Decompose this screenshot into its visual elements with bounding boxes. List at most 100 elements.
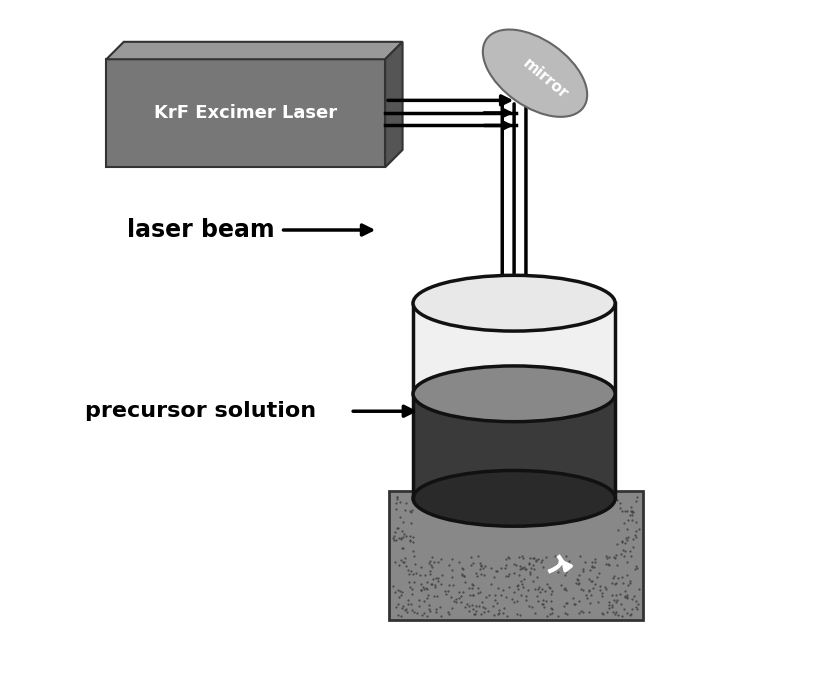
Point — [465, 559, 478, 570]
Point — [609, 549, 622, 560]
Point — [524, 562, 538, 574]
Point — [602, 560, 616, 571]
Point — [519, 594, 533, 605]
Point — [575, 564, 589, 575]
Point — [463, 583, 476, 594]
Point — [396, 525, 409, 536]
Point — [414, 561, 428, 572]
Point — [407, 576, 421, 587]
Point — [395, 532, 408, 543]
Point — [455, 569, 469, 580]
Point — [389, 503, 402, 514]
Polygon shape — [386, 42, 402, 167]
Point — [567, 599, 580, 610]
Point — [528, 583, 542, 595]
Point — [585, 560, 599, 572]
Point — [391, 584, 405, 595]
Point — [423, 556, 437, 567]
Point — [617, 551, 631, 562]
Point — [491, 597, 504, 608]
Text: laser beam: laser beam — [128, 218, 275, 242]
Point — [527, 560, 540, 571]
Point — [528, 608, 541, 619]
Point — [630, 562, 643, 574]
Point — [536, 584, 549, 595]
Point — [630, 491, 643, 503]
Point — [449, 597, 463, 608]
Point — [496, 608, 510, 619]
Point — [431, 573, 444, 584]
Point — [515, 576, 528, 587]
Point — [460, 598, 474, 609]
Point — [591, 596, 605, 607]
Point — [608, 552, 622, 563]
Point — [572, 595, 585, 606]
Point — [537, 562, 550, 573]
Point — [426, 574, 439, 585]
Point — [442, 580, 455, 591]
Ellipse shape — [413, 470, 615, 526]
Point — [536, 595, 549, 606]
Point — [601, 558, 615, 569]
Point — [559, 567, 572, 578]
Point — [507, 567, 521, 579]
Point — [465, 600, 479, 611]
Point — [434, 553, 448, 565]
Point — [489, 566, 502, 577]
Point — [621, 556, 634, 567]
Polygon shape — [389, 491, 643, 620]
Point — [406, 589, 419, 600]
Text: KrF Excimer Laser: KrF Excimer Laser — [155, 105, 338, 122]
Point — [445, 602, 459, 613]
Point — [558, 607, 571, 618]
Point — [543, 608, 556, 619]
Point — [507, 586, 521, 597]
Point — [388, 531, 402, 542]
Point — [389, 534, 402, 545]
Point — [600, 551, 613, 562]
Point — [541, 579, 554, 590]
Point — [582, 574, 596, 585]
Point — [474, 608, 487, 619]
Point — [629, 560, 643, 572]
Point — [492, 608, 506, 619]
Point — [585, 561, 599, 572]
Point — [532, 553, 545, 565]
Point — [529, 555, 543, 566]
Point — [501, 551, 515, 562]
Point — [455, 570, 469, 581]
Point — [601, 553, 614, 564]
Point — [607, 595, 621, 606]
Point — [463, 601, 476, 612]
Point — [475, 568, 488, 579]
Point — [559, 585, 573, 596]
Point — [618, 546, 632, 557]
Point — [428, 581, 442, 592]
Point — [525, 602, 538, 613]
Point — [487, 609, 501, 620]
Point — [442, 608, 455, 620]
Point — [573, 551, 586, 562]
Point — [430, 590, 444, 602]
Point — [388, 526, 402, 537]
Point — [626, 506, 639, 517]
Point — [610, 595, 623, 606]
Point — [398, 604, 412, 615]
Point — [624, 551, 638, 562]
Point — [404, 517, 417, 528]
Point — [522, 558, 536, 569]
Point — [557, 583, 570, 594]
Point — [606, 606, 619, 618]
Point — [396, 542, 409, 553]
Point — [534, 556, 548, 567]
Point — [619, 532, 633, 543]
Point — [533, 581, 546, 592]
Point — [429, 573, 443, 584]
Point — [393, 586, 407, 597]
Point — [470, 567, 483, 579]
Point — [535, 598, 549, 609]
Point — [535, 555, 549, 566]
Point — [429, 603, 443, 614]
Point — [574, 583, 587, 595]
Point — [433, 602, 447, 613]
